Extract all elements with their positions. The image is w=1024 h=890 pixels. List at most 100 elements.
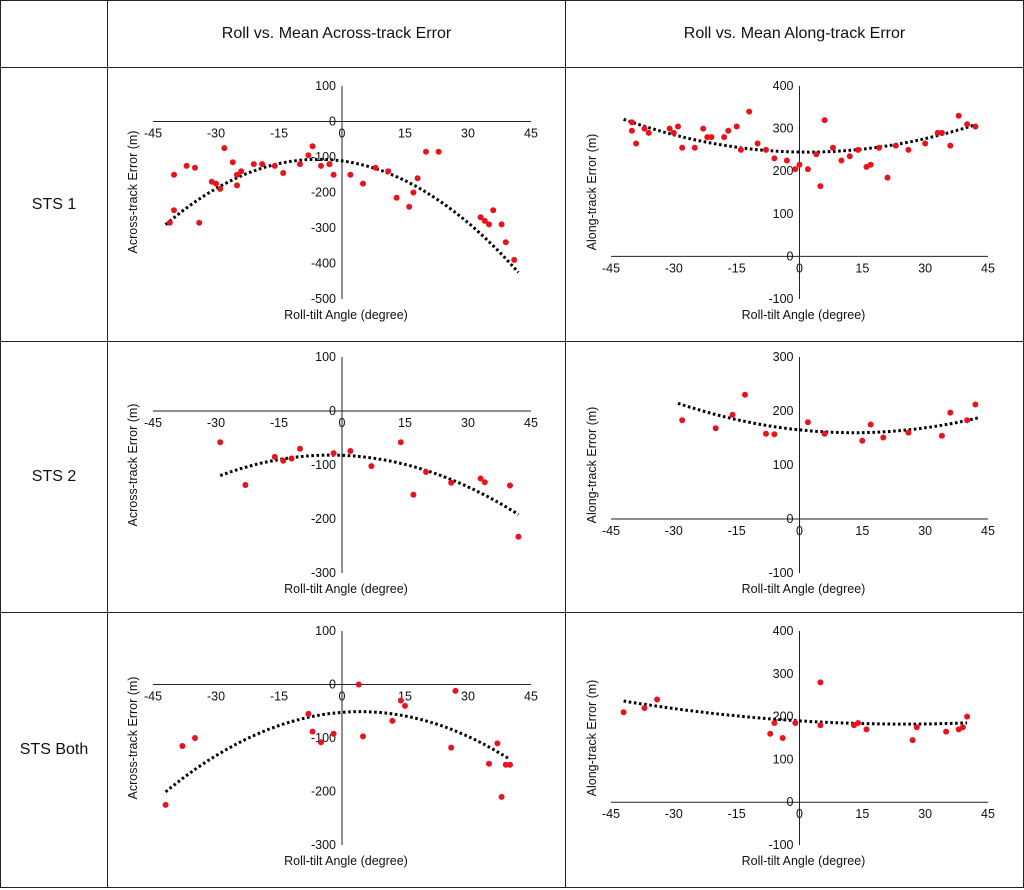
sts1-across-data-point — [250, 161, 257, 168]
sts1-along-data-point — [972, 123, 979, 130]
both-along-ytick-label: -100 — [768, 838, 793, 852]
sts2-across-ytick-label: 100 — [315, 350, 336, 364]
sts1-across-data-point — [481, 217, 488, 224]
sts2-along-xtick-label: 45 — [981, 524, 995, 538]
sts1-along-ytick-label: 400 — [773, 79, 794, 93]
header-across-title: Roll vs. Mean Across-track Error — [221, 25, 452, 42]
sts2-across-data-point — [410, 491, 417, 498]
sts2-across-xtick-label: -45 — [144, 416, 162, 430]
sts2-across-ytick-label: 0 — [329, 404, 336, 418]
sts1-across-y-axis-title: Across-track Error (m) — [126, 131, 140, 254]
sts1-along-data-point — [964, 121, 971, 128]
sts1-across-data-point — [490, 207, 497, 214]
sts1-along-data-point — [721, 134, 728, 141]
sts2-along-data-point — [679, 417, 686, 424]
sts2-across-xtick-label: -30 — [207, 416, 225, 430]
both-across-data-point — [507, 761, 513, 768]
sts1-along-data-point — [813, 151, 820, 158]
sts1-across-data-point — [183, 162, 190, 169]
sts2-along-y-axis-title: Along-track Error (m) — [585, 407, 599, 524]
both-across-xtick-label: -15 — [270, 690, 288, 704]
both-across-xtick-label: -30 — [207, 690, 225, 704]
both-along-data-point — [779, 735, 786, 741]
sts2-along-ytick-label: 100 — [773, 458, 794, 472]
both-across-data-point — [360, 733, 366, 740]
both-across-ytick-label: -100 — [311, 731, 336, 745]
sts1-along-data-point — [641, 125, 648, 132]
sts1-along-ytick-label: 0 — [787, 249, 794, 263]
sts2-across-xtick-label: 45 — [524, 416, 538, 430]
sts2-across-y-axis-title: Across-track Error (m) — [126, 404, 140, 527]
sts2-across-trendline — [219, 453, 520, 516]
both-across-data-point — [402, 702, 408, 709]
both-along-y-axis-title: Along-track Error (m) — [585, 680, 599, 797]
sts1-across-data-point — [347, 171, 354, 178]
sts1-across-xtick-label: -30 — [207, 127, 225, 141]
both-along-data-point — [654, 696, 661, 703]
sts1-along-data-point — [633, 140, 640, 147]
both-along-xtick-label: 0 — [796, 807, 803, 821]
sts1-along-data-point — [733, 123, 740, 130]
sts1-along-y-axis-title: Along-track Error (m) — [585, 134, 599, 251]
sts1-across-data-point — [502, 239, 509, 246]
sts2-along-xtick-label: 15 — [855, 524, 869, 538]
sts1-across-data-point — [498, 221, 505, 228]
sts1-across-data-point — [385, 168, 392, 175]
sts1-across-ytick-label: -100 — [311, 150, 336, 164]
both-along-ytick-label: 200 — [773, 710, 794, 724]
sts1-along-data-point — [691, 144, 698, 151]
sts1-across-data-point — [234, 171, 240, 178]
sts1-across-data-point — [297, 161, 303, 168]
sts1-along-data-point — [666, 125, 673, 132]
sts1-across-data-point — [410, 189, 417, 196]
sts1-along-data-point — [905, 146, 912, 153]
sts1-across-data-point — [259, 161, 266, 168]
sts2-across-data-point — [217, 439, 224, 446]
sts1-along-data-point — [675, 123, 681, 130]
both-across-xtick-label: 30 — [461, 690, 475, 704]
sts1-along-data-point — [763, 146, 769, 153]
sts2-along-data-point — [947, 409, 954, 416]
sts2-along-data-point — [742, 391, 748, 398]
both-across-data-point — [318, 739, 324, 746]
sts2-across-data-point — [330, 450, 337, 457]
sts1-across-data-point — [229, 159, 236, 166]
sts1-across-ytick-label: -400 — [311, 257, 336, 271]
both-along-xtick-label: 45 — [981, 807, 995, 821]
sts2-along-ytick-label: 0 — [787, 512, 794, 526]
sts2-along-data-point — [905, 429, 912, 436]
sts2-across-data-point — [448, 479, 455, 486]
sts1-across-data-point — [234, 182, 240, 189]
sts1-across-data-point — [221, 145, 228, 152]
sts1-across-data-point — [217, 185, 224, 192]
sts1-along-data-point — [804, 166, 811, 173]
both-across-data-point — [448, 744, 455, 751]
both-along-xtick-label: -45 — [602, 807, 620, 821]
both-across-data-point — [305, 710, 312, 717]
sts1-across-data-point — [171, 171, 177, 178]
sts1-along-xtick-label: 15 — [855, 261, 869, 275]
row-label-sts1: STS 1 — [31, 195, 77, 213]
both-across-data-point — [452, 687, 459, 694]
sts2-along-data-point — [729, 411, 736, 418]
sts1-across-xtick-label: 45 — [524, 127, 538, 141]
sts1-along-x-axis-title: Roll-tilt Angle (degree) — [742, 308, 866, 322]
sts1-along-data-point — [792, 166, 799, 173]
sts1-along-data-point — [628, 119, 635, 126]
sts1-along-data-point — [846, 153, 853, 160]
sts1-along-data-point — [821, 117, 828, 124]
sts1-along-ytick-label: 200 — [773, 164, 794, 178]
sts1-across-data-point — [423, 148, 429, 155]
sts1-across-ytick-label: -200 — [311, 186, 336, 200]
both-along-xtick-label: -15 — [728, 807, 746, 821]
sts1-across-data-point — [192, 164, 198, 171]
sts1-along-data-point — [876, 144, 883, 151]
both-along-data-point — [913, 724, 920, 731]
sts1-across-data-point — [477, 214, 484, 221]
both-across-xtick-label: 0 — [339, 690, 346, 704]
sts1-along-data-point — [746, 108, 753, 115]
sts1-across-data-point — [393, 194, 400, 201]
both-along-ytick-label: 300 — [773, 667, 794, 681]
sts1-across-ytick-label: -300 — [311, 221, 336, 235]
